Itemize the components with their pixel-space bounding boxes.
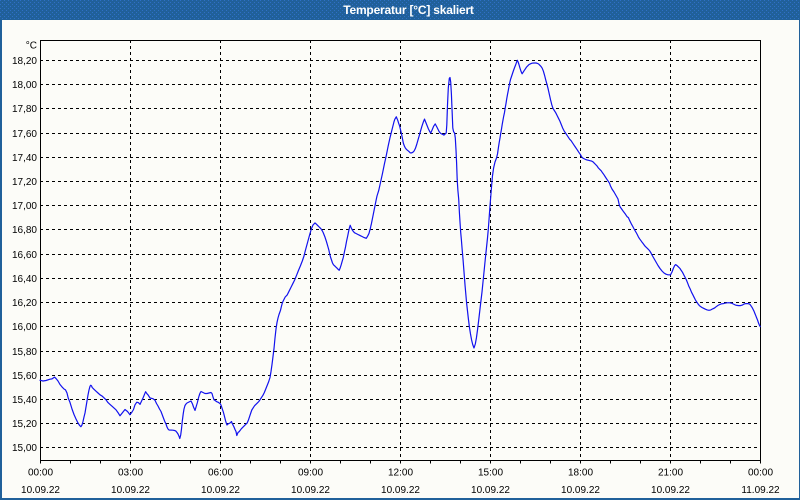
svg-text:15,40: 15,40 [12,395,37,406]
svg-text:10.09.22: 10.09.22 [471,485,510,496]
svg-text:12:00: 12:00 [388,468,413,479]
svg-text:06:00: 06:00 [208,468,233,479]
svg-text:18:00: 18:00 [568,468,593,479]
svg-text:10.09.22: 10.09.22 [561,485,600,496]
svg-text:10.09.22: 10.09.22 [651,485,690,496]
svg-text:15,60: 15,60 [12,371,37,382]
svg-text:16,80: 16,80 [12,225,37,236]
svg-text:16,20: 16,20 [12,298,37,309]
svg-text:10.09.22: 10.09.22 [381,485,420,496]
svg-text:10.09.22: 10.09.22 [21,485,60,496]
svg-text:17,60: 17,60 [12,129,37,140]
svg-text:10.09.22: 10.09.22 [291,485,330,496]
svg-text:16,60: 16,60 [12,250,37,261]
svg-text:15,80: 15,80 [12,347,37,358]
svg-text:11.09.22: 11.09.22 [741,485,780,496]
svg-text:21:00: 21:00 [658,468,683,479]
svg-text:°C: °C [26,41,37,52]
svg-text:17,20: 17,20 [12,177,37,188]
svg-text:16,00: 16,00 [12,322,37,333]
svg-text:16,40: 16,40 [12,274,37,285]
svg-text:09:00: 09:00 [298,468,323,479]
svg-text:10.09.22: 10.09.22 [201,485,240,496]
svg-text:15:00: 15:00 [478,468,503,479]
svg-text:18,00: 18,00 [12,80,37,91]
svg-text:17,40: 17,40 [12,153,37,164]
svg-text:00:00: 00:00 [748,468,773,479]
svg-text:18,20: 18,20 [12,56,37,67]
svg-text:17,80: 17,80 [12,104,37,115]
svg-text:15,20: 15,20 [12,419,37,430]
svg-text:10.09.22: 10.09.22 [111,485,150,496]
svg-text:15,00: 15,00 [12,443,37,454]
svg-text:17,00: 17,00 [12,201,37,212]
svg-text:00:00: 00:00 [28,468,53,479]
svg-text:03:00: 03:00 [118,468,143,479]
